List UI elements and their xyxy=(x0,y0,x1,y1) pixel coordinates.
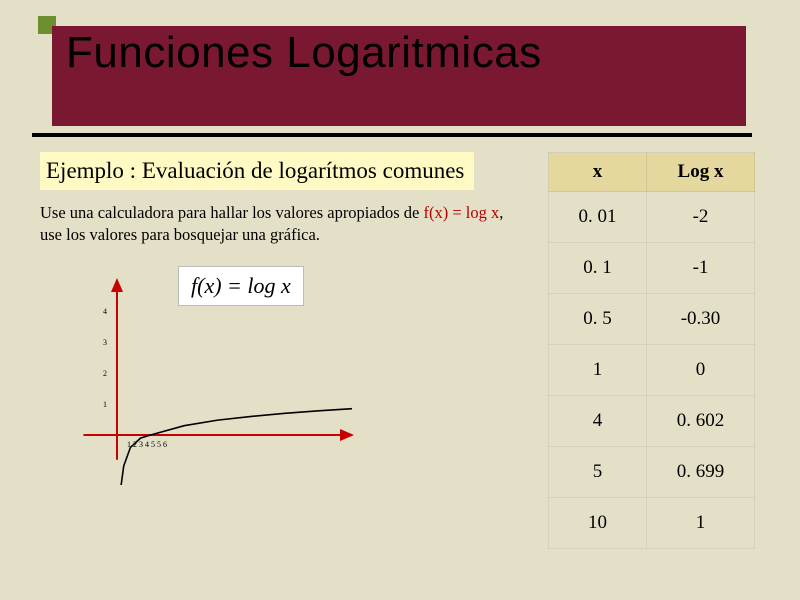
cell-logx: 1 xyxy=(647,498,755,549)
cell-x: 0. 01 xyxy=(549,192,647,243)
instruction-pre: Use una calculadora para hallar los valo… xyxy=(40,203,423,222)
page-title: Funciones Logaritmicas xyxy=(66,28,542,78)
cell-logx: 0. 602 xyxy=(647,396,755,447)
cell-x: 10 xyxy=(549,498,647,549)
table-row: 50. 699 xyxy=(549,447,755,498)
table-body: 0. 01-20. 1-10. 5-0.301040. 60250. 69910… xyxy=(549,192,755,549)
table-row: 101 xyxy=(549,498,755,549)
svg-text:1: 1 xyxy=(103,400,107,409)
cell-logx: 0. 699 xyxy=(647,447,755,498)
table-header-row: x Log x xyxy=(549,153,755,192)
table-header-x: x xyxy=(549,153,647,192)
cell-logx: 0 xyxy=(647,345,755,396)
cell-x: 4 xyxy=(549,396,647,447)
instruction-text: Use una calculadora para hallar los valo… xyxy=(40,202,520,247)
cell-x: 0. 5 xyxy=(549,294,647,345)
table-row: 10 xyxy=(549,345,755,396)
cell-logx: -0.30 xyxy=(647,294,755,345)
svg-text:3: 3 xyxy=(103,338,107,347)
divider xyxy=(32,133,752,137)
instruction-fx: f(x) = log x xyxy=(423,203,499,222)
svg-text:2: 2 xyxy=(103,369,107,378)
table-row: 0. 1-1 xyxy=(549,243,755,294)
cell-x: 1 xyxy=(549,345,647,396)
cell-x: 5 xyxy=(549,447,647,498)
log-graph: 12341 2 3 4 5 5 6 xyxy=(72,260,372,485)
table-row: 40. 602 xyxy=(549,396,755,447)
table-header-logx: Log x xyxy=(647,153,755,192)
title-bar: Funciones Logaritmicas xyxy=(52,26,746,126)
cell-x: 0. 1 xyxy=(549,243,647,294)
table-row: 0. 5-0.30 xyxy=(549,294,755,345)
cell-logx: -2 xyxy=(647,192,755,243)
subtitle: Ejemplo : Evaluación de logarítmos comun… xyxy=(40,152,474,190)
svg-text:4: 4 xyxy=(103,307,107,316)
table-row: 0. 01-2 xyxy=(549,192,755,243)
cell-logx: -1 xyxy=(647,243,755,294)
data-table: x Log x 0. 01-20. 1-10. 5-0.301040. 6025… xyxy=(548,152,755,549)
